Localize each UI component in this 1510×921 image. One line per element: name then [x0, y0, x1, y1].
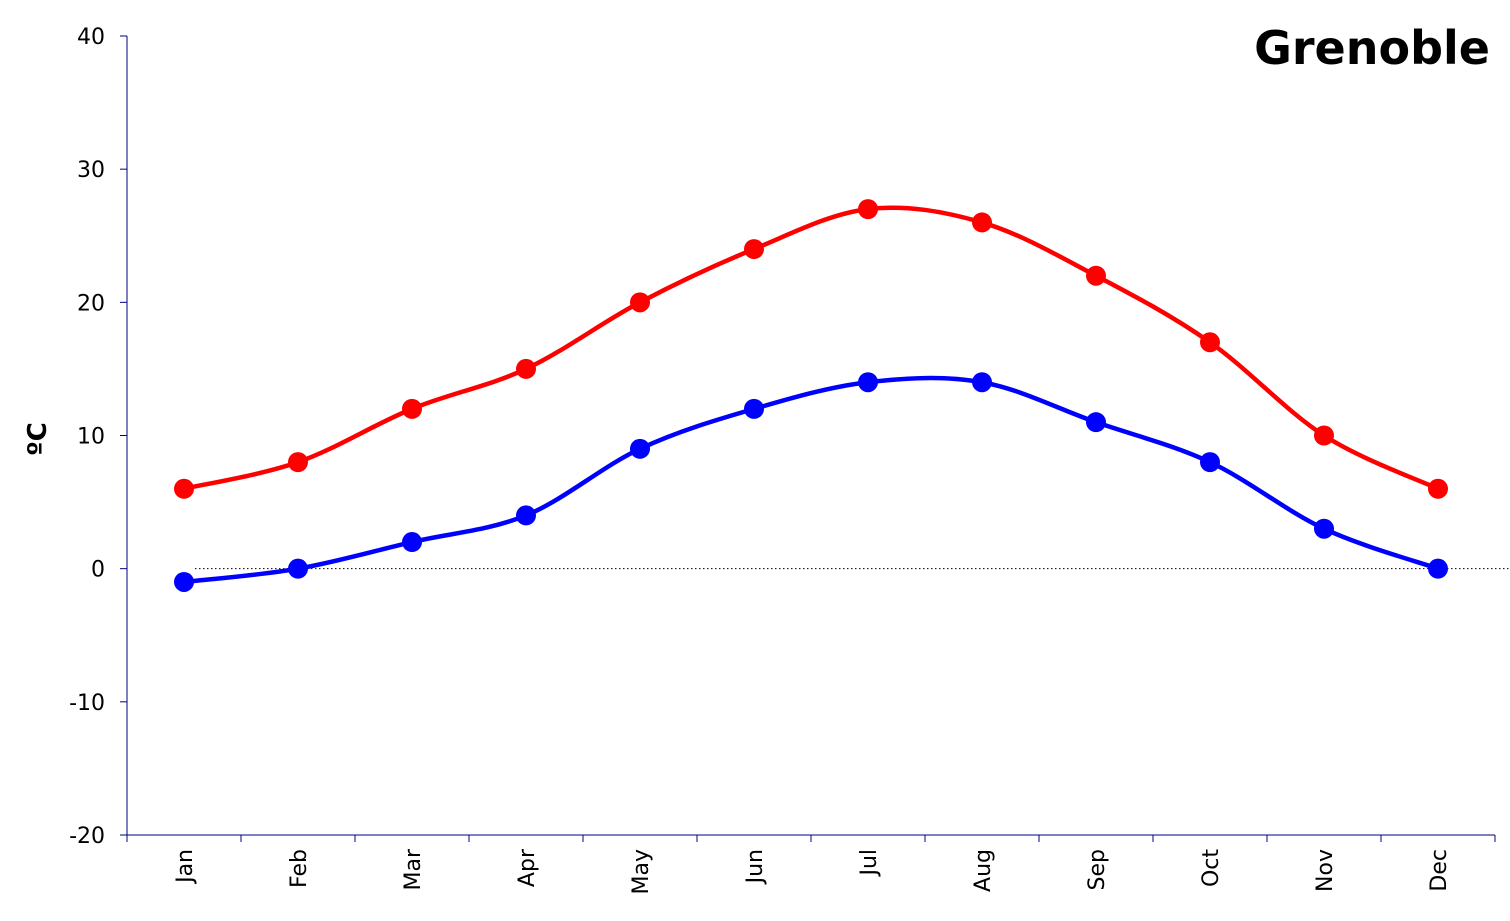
data-point	[1086, 412, 1106, 433]
x-tick-label: Nov	[1313, 849, 1338, 892]
series-2	[174, 372, 1448, 592]
x-tick-label: Jul	[857, 849, 882, 878]
y-tick-label: 20	[77, 291, 105, 316]
y-axis-label: ºC	[23, 422, 53, 456]
series-1	[174, 199, 1448, 499]
data-point	[858, 199, 878, 220]
data-point	[972, 212, 992, 233]
x-tick-label: May	[629, 849, 654, 894]
data-point	[516, 358, 536, 379]
data-point	[1314, 518, 1334, 539]
data-point	[630, 292, 650, 313]
data-point	[1428, 558, 1448, 579]
y-tick-label: 10	[77, 425, 105, 450]
y-tick-label: 30	[77, 158, 105, 183]
chart-title: Grenoble	[1254, 21, 1490, 75]
series-line	[181, 205, 1441, 492]
x-tick-label: Feb	[287, 849, 312, 888]
data-point	[402, 398, 422, 419]
x-tick-label: Apr	[515, 848, 540, 887]
data-point	[858, 372, 878, 393]
data-point	[174, 478, 194, 499]
data-point	[1314, 425, 1334, 446]
data-point	[630, 438, 650, 459]
x-tick-label: Mar	[401, 848, 426, 890]
data-point	[744, 398, 764, 419]
data-point	[402, 532, 422, 553]
data-point	[288, 452, 308, 473]
data-point	[1086, 265, 1106, 286]
data-point	[288, 558, 308, 579]
x-tick-label: Jan	[173, 849, 198, 885]
x-tick-label: Sep	[1085, 849, 1110, 890]
x-tick-label: Oct	[1199, 849, 1224, 887]
x-tick-label: Dec	[1427, 849, 1452, 892]
data-point	[1200, 452, 1220, 473]
data-point	[1428, 478, 1448, 499]
x-tick-label: Jun	[743, 849, 768, 885]
data-point	[516, 505, 536, 526]
data-point	[972, 372, 992, 393]
data-point	[744, 239, 764, 260]
data-point	[1200, 332, 1220, 353]
data-point	[174, 571, 194, 592]
x-tick-label: Aug	[971, 849, 996, 892]
y-tick-label: 40	[77, 25, 105, 50]
y-tick-label: -10	[69, 691, 105, 716]
series-line	[181, 375, 1441, 585]
y-tick-label: -20	[69, 824, 105, 849]
y-tick-label: 0	[91, 558, 105, 583]
